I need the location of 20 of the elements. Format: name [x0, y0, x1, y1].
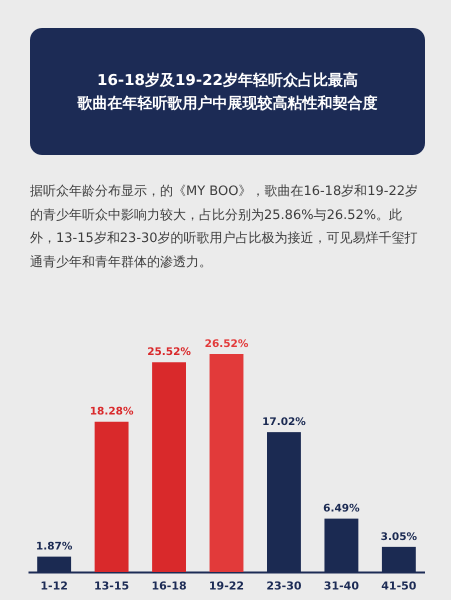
x-tick-label: 41-50: [381, 580, 417, 592]
chart-title: 16-18岁及19-22岁年轻听众占比最高: [97, 70, 358, 90]
text: 据听众年龄分布显示，的《MY BOO》，歌曲在16-18岁和19-22岁的青少年听众中影响力较大，占比分别为25.86%与26.52%。此外，13-15岁和23-30岁的听歌用户占比极为接近，可见易烊千玺打通青少年和青年群体的渗透力。: [30, 183, 419, 272]
data-label: 18.28%: [90, 406, 134, 418]
bar: [152, 362, 186, 572]
chart-subtitle: 歌曲在年轻听歌用户中展现较高粘性和契合度: [78, 92, 378, 114]
x-tick-label: 23-30: [266, 580, 302, 592]
x-tick-label: 13-15: [94, 580, 130, 592]
data-label: 3.05%: [380, 530, 418, 543]
x-tick-label: 1-12: [40, 580, 68, 592]
data-label: 1.87%: [36, 540, 73, 553]
data-label: 17.02%: [262, 416, 306, 428]
data-label: 25.52%: [147, 346, 192, 358]
bar: [94, 422, 129, 572]
x-tick-label: 19-22: [208, 580, 244, 592]
x-tick-label: 31-40: [324, 580, 360, 592]
x-tick-label: 16-18: [151, 580, 187, 592]
data-label: 6.49%: [323, 502, 360, 515]
bar: [210, 354, 244, 572]
data-label: 26.52%: [204, 338, 249, 350]
